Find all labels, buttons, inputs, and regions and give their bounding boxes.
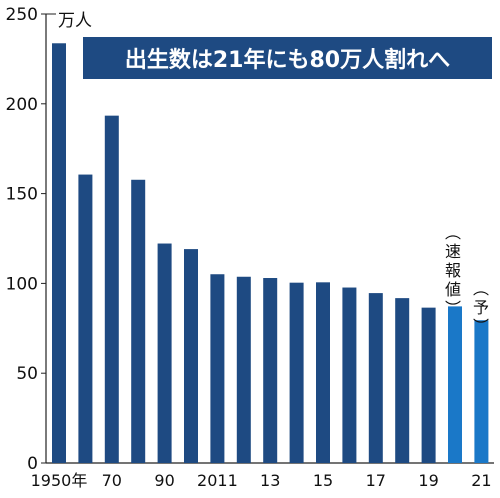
bar: [52, 43, 66, 463]
x-tick-label: 21: [471, 471, 491, 490]
y-tick-label: 100: [6, 274, 38, 294]
x-tick-label: 13: [260, 471, 280, 490]
bar: [448, 306, 462, 463]
y-tick-label: 0: [27, 454, 38, 474]
bar: [368, 293, 383, 463]
annotation-forecast: ︵ 予 ︶: [472, 279, 489, 336]
bar: [157, 243, 172, 463]
bar: [104, 115, 119, 464]
y-axis-unit-label: 万人: [58, 11, 92, 31]
bar: [210, 274, 225, 463]
bar: [474, 320, 489, 463]
x-tick-label: 90: [154, 471, 174, 490]
chart-title: 出生数は21年にも80万人割れへ: [83, 37, 492, 79]
x-tick-label: 1950年: [31, 471, 88, 490]
x-tick-label: 19: [418, 471, 438, 490]
y-tick-label: 200: [6, 95, 38, 115]
bar: [395, 298, 410, 463]
bar: [421, 307, 436, 463]
x-tick-label: 17: [366, 471, 386, 490]
y-tick-label: 150: [6, 185, 38, 205]
bar: [342, 287, 357, 463]
bar: [78, 174, 93, 464]
bar: [316, 282, 330, 463]
y-tick-label: 50: [16, 364, 38, 384]
x-tick-label: 70: [102, 471, 122, 490]
bar: [263, 278, 278, 463]
bar: [236, 276, 251, 463]
x-tick-label: 2011: [197, 471, 238, 490]
x-tick-label: 15: [313, 471, 333, 490]
bar: [289, 282, 304, 463]
annotation-preliminary: ︵ 速報値 ︶: [444, 223, 461, 318]
bar: [184, 249, 198, 463]
y-tick-label: 250: [6, 5, 38, 25]
bar: [131, 179, 146, 463]
